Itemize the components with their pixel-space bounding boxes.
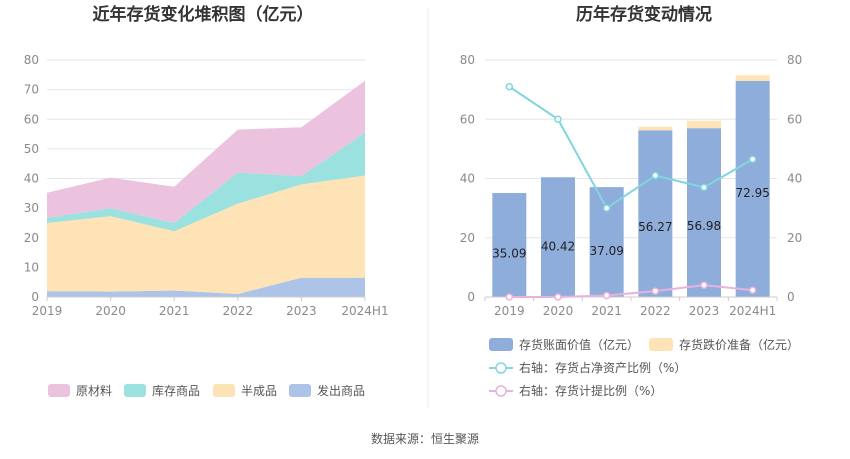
y-left-tick-label: 20 [460, 231, 475, 245]
y-left-tick-label: 60 [460, 112, 475, 126]
line-point-net_asset_ratio_line [700, 183, 708, 192]
x-tick-label: 2019 [32, 304, 63, 318]
x-tick-label: 2024H1 [729, 304, 776, 318]
line-point-net_asset_ratio_line [554, 115, 562, 123]
x-tick-label: 2023 [286, 304, 317, 318]
x-tick-label: 2024H1 [341, 304, 388, 318]
legend-swatch-impairment [649, 338, 673, 351]
y-right-tick-label: 20 [787, 231, 802, 245]
y-left-tick-label: 0 [467, 290, 475, 304]
y-tick-label: 80 [24, 53, 39, 67]
bar-impairment [687, 120, 721, 129]
area-semi_finished [47, 175, 365, 295]
legend-label-inventory_goods: 库存商品 [152, 383, 200, 398]
bar-book-value [638, 130, 673, 297]
legend-marker-provision_ratio_line [495, 385, 507, 397]
line-point-net_asset_ratio_line [505, 82, 514, 91]
line-point-provision_ratio_line [651, 287, 660, 295]
bar-book-value [735, 80, 770, 298]
right-chart-title: 历年存货变动情况 [576, 4, 712, 25]
x-tick-label: 2021 [159, 304, 190, 318]
y-right-tick-label: 60 [787, 112, 802, 126]
y-left-tick-label: 40 [460, 172, 475, 186]
line-point-provision_ratio_line [748, 286, 757, 294]
x-tick-label: 2019 [494, 304, 525, 318]
line-provision_ratio_line [509, 284, 753, 298]
bar-book-value [589, 187, 624, 297]
y-tick-label: 40 [24, 172, 39, 186]
y-tick-label: 50 [24, 142, 39, 156]
x-tick-label: 2022 [640, 304, 671, 318]
legend-label-impairment: 存货跌价准备（亿元） [679, 337, 799, 352]
line-point-provision_ratio_line [602, 291, 611, 300]
bar-book-value [492, 193, 527, 297]
legend-label-book-value: 存货账面价值（亿元） [519, 337, 639, 352]
bar-book-value [541, 177, 575, 297]
left-chart-legend: 原材料 库存商品 半成品 发出商品 [48, 383, 365, 398]
line-net_asset_ratio_line [508, 85, 754, 210]
y-tick-label: 10 [24, 260, 39, 274]
bar-book-value [687, 128, 721, 297]
legend-label-raw_material: 原材料 [76, 384, 112, 398]
x-tick-label: 2023 [689, 304, 720, 318]
line-point-provision_ratio_line [554, 293, 562, 301]
bar-data-label: 40.42 [541, 240, 575, 254]
y-tick-label: 30 [24, 201, 39, 215]
bar-data-label: 72.95 [735, 186, 769, 200]
y-right-tick-label: 40 [787, 172, 802, 186]
right-chart-legend: 存货账面价值（亿元） 存货跌价准备（亿元） 右轴：存货占净资产比例（%） 右轴：存货计… [489, 337, 799, 398]
line-point-net_asset_ratio_line [651, 171, 660, 180]
x-tick-label: 2022 [223, 304, 254, 318]
bar-impairment [638, 126, 673, 131]
left-chart-title: 近年存货变化堆积图（亿元） [93, 4, 314, 25]
y-tick-label: 0 [31, 290, 39, 304]
bar-data-label: 35.09 [492, 246, 526, 260]
line-point-provision_ratio_line [505, 293, 514, 301]
bar-data-label: 56.98 [687, 219, 721, 233]
legend-label-provision_ratio_line: 右轴：存货计提比例（%） [519, 383, 662, 398]
area-inventory_goods [47, 132, 365, 232]
legend-swatch-inventory_goods [124, 384, 146, 397]
line-point-net_asset_ratio_line [748, 155, 757, 163]
line-point-net_asset_ratio_line [602, 204, 611, 212]
y-left-tick-label: 80 [460, 53, 475, 67]
x-tick-label: 2020 [543, 304, 574, 318]
y-tick-label: 20 [24, 231, 39, 245]
legend-label-net_asset_ratio_line: 右轴：存货占净资产比例（%） [519, 360, 686, 375]
y-tick-label: 70 [24, 83, 39, 97]
legend-swatch-raw_material [48, 384, 70, 397]
y-right-tick-label: 80 [787, 53, 802, 67]
stacked-area-chart: 0 10 20 30 40 50 60 70 80 2019 2020 2021 2022 2023 202… [24, 53, 389, 318]
x-tick-label: 2021 [591, 304, 622, 318]
bar-data-label: 37.09 [589, 244, 623, 258]
legend-swatch-semi_finished [213, 384, 235, 397]
line-point-provision_ratio_line [700, 281, 708, 289]
legend-marker-net_asset_ratio_line [495, 362, 507, 374]
area-shipped_goods [47, 277, 365, 297]
legend-swatch-shipped_goods [289, 384, 311, 397]
legend-label-semi_finished: 半成品 [241, 384, 277, 398]
bar-impairment [735, 75, 770, 81]
legend-swatch-book-value [489, 338, 513, 351]
y-right-tick-label: 0 [787, 290, 795, 304]
area-raw_material [47, 80, 365, 223]
x-tick-label: 2020 [95, 304, 126, 318]
bar-data-label: 56.27 [638, 220, 672, 234]
y-tick-label: 60 [24, 112, 39, 126]
legend-label-shipped_goods: 发出商品 [317, 383, 365, 398]
data-source-note: 数据来源：恒生聚源 [371, 431, 479, 446]
